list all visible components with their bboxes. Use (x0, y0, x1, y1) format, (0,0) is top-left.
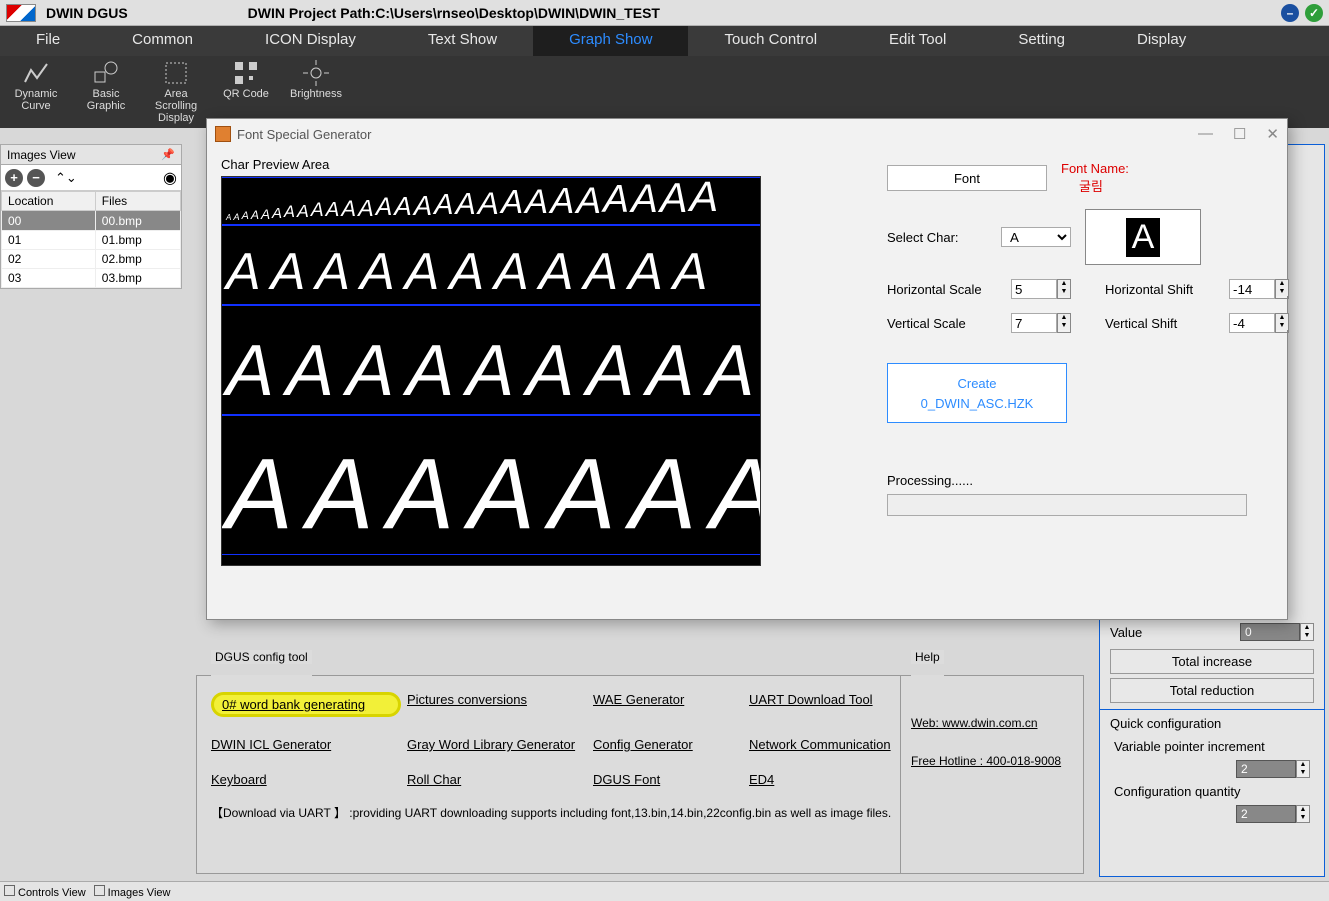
link-keyboard[interactable]: Keyboard (211, 772, 401, 787)
char-sample-box: A (1085, 209, 1201, 265)
main-menu: File Common ICON Display Text Show Graph… (0, 26, 1329, 56)
eye-icon[interactable]: ◉ (163, 168, 177, 188)
total-reduction-button[interactable]: Total reduction (1110, 678, 1314, 703)
vshift-input[interactable] (1229, 313, 1275, 333)
qr-icon (233, 60, 259, 86)
menu-icon-display[interactable]: ICON Display (229, 26, 392, 56)
remove-button[interactable]: − (27, 169, 45, 187)
menu-file[interactable]: File (0, 26, 96, 56)
vp-label: Variable pointer increment (1100, 733, 1324, 760)
font-button[interactable]: Font (887, 165, 1047, 191)
vp-input[interactable] (1236, 760, 1296, 778)
tool-basic-graphic[interactable]: Basic Graphic (78, 60, 134, 112)
download-note: 【Download via UART 】 :providing UART dow… (211, 805, 919, 822)
link-gray-word[interactable]: Gray Word Library Generator (407, 737, 587, 752)
config-tool-group: DGUS config tool 0# word bank generating… (196, 668, 934, 874)
tool-dynamic-curve[interactable]: Dynamic Curve (8, 60, 64, 112)
tool-brightness[interactable]: Brightness (288, 60, 344, 100)
config-tool-title: DGUS config tool (211, 650, 312, 664)
table-row[interactable]: 0000.bmp (2, 211, 181, 231)
col-location: Location (2, 192, 96, 211)
help-hotline-link[interactable]: Free Hotline : 400-018-9008 (911, 754, 1073, 768)
link-uart-dl[interactable]: UART Download Tool (749, 692, 919, 717)
help-web-link[interactable]: Web: www.dwin.com.cn (911, 716, 1073, 730)
cq-input[interactable] (1236, 805, 1296, 823)
vscale-label: Vertical Scale (887, 316, 997, 331)
vshift-label: Vertical Shift (1105, 316, 1215, 331)
link-config-gen[interactable]: Config Generator (593, 737, 743, 752)
images-table: LocationFiles 0000.bmp 0101.bmp 0202.bmp… (1, 191, 181, 288)
table-row[interactable]: 0101.bmp (2, 231, 181, 250)
dialog-icon (215, 126, 231, 142)
controls-view-checkbox[interactable] (4, 885, 15, 896)
pin-icon[interactable]: 📌 (161, 148, 175, 161)
hscale-input[interactable] (1011, 279, 1057, 299)
images-view-title: Images View (7, 148, 75, 162)
app-title: DWIN DGUS (46, 5, 128, 21)
dialog-close-icon[interactable]: ✕ (1266, 125, 1279, 143)
hshift-label: Horizontal Shift (1105, 282, 1215, 297)
vscale-input[interactable] (1011, 313, 1057, 333)
menu-touch-control[interactable]: Touch Control (688, 26, 853, 56)
link-ed4[interactable]: ED4 (749, 772, 919, 787)
table-row[interactable]: 0202.bmp (2, 250, 181, 269)
menu-edit-tool[interactable]: Edit Tool (853, 26, 982, 56)
processing-label: Processing...... (887, 473, 1289, 488)
font-generator-dialog: Font Special Generator — ☐ ✕ Char Previe… (206, 118, 1288, 620)
hscale-label: Horizontal Scale (887, 282, 997, 297)
tool-area-scrolling[interactable]: Area Scrolling Display (148, 60, 204, 124)
link-icl-gen[interactable]: DWIN ICL Generator (211, 737, 401, 752)
select-char-label: Select Char: (887, 230, 987, 245)
menu-display[interactable]: Display (1101, 26, 1222, 56)
up-down-icon[interactable]: ⌃⌄ (55, 170, 77, 186)
font-name-label: Font Name: (1061, 161, 1129, 176)
link-network[interactable]: Network Communication (749, 737, 919, 752)
help-title: Help (911, 650, 944, 664)
table-row[interactable]: 0303.bmp (2, 269, 181, 288)
add-button[interactable]: + (5, 169, 23, 187)
project-path: DWIN Project Path:C:\Users\rnseo\Desktop… (248, 5, 660, 21)
dialog-title: Font Special Generator (237, 127, 371, 142)
minimize-icon[interactable]: – (1281, 4, 1299, 22)
link-word-bank[interactable]: 0# word bank generating (222, 697, 365, 712)
shapes-icon (93, 60, 119, 86)
tool-qr-code[interactable]: QR Code (218, 60, 274, 100)
app-logo-icon (6, 4, 36, 22)
cq-label: Configuration quantity (1100, 778, 1324, 805)
select-char-dropdown[interactable]: A (1001, 227, 1071, 247)
col-files: Files (95, 192, 180, 211)
menu-setting[interactable]: Setting (982, 26, 1101, 56)
value-label: Value (1110, 625, 1142, 640)
menu-common[interactable]: Common (96, 26, 229, 56)
status-bar: Controls View Images View (0, 881, 1329, 901)
hshift-input[interactable] (1229, 279, 1275, 299)
maximize-icon[interactable]: ✓ (1305, 4, 1323, 22)
dialog-maximize-icon[interactable]: ☐ (1233, 125, 1246, 143)
curve-icon (23, 60, 49, 86)
link-dgus-font[interactable]: DGUS Font (593, 772, 743, 787)
menu-text-show[interactable]: Text Show (392, 26, 533, 56)
create-button[interactable]: Create 0_DWIN_ASC.HZK (887, 363, 1067, 423)
help-group: Help Web: www.dwin.com.cn Free Hotline :… (900, 668, 1084, 874)
link-roll-char[interactable]: Roll Char (407, 772, 587, 787)
scroll-icon (163, 60, 189, 86)
value-input[interactable] (1240, 623, 1300, 641)
char-preview-area: AAAAAAAAAAAAAAAAAAAAAAAAAA AAAAAAAAAAA A… (221, 176, 761, 566)
link-pictures-conv[interactable]: Pictures conversions (407, 692, 587, 717)
progress-bar (887, 494, 1247, 516)
link-wae-gen[interactable]: WAE Generator (593, 692, 743, 717)
images-view-checkbox[interactable] (94, 885, 105, 896)
images-view-panel: Images View 📌 + − ⌃⌄ ◉ LocationFiles 0000… (0, 144, 182, 289)
preview-label: Char Preview Area (221, 157, 861, 172)
dialog-minimize-icon[interactable]: — (1198, 125, 1213, 143)
total-increase-button[interactable]: Total increase (1110, 649, 1314, 674)
menu-graph-show[interactable]: Graph Show (533, 26, 688, 56)
sun-icon (303, 60, 329, 86)
quick-config-title: Quick configuration (1100, 714, 1324, 733)
font-name-value: 굴림 (1079, 176, 1129, 195)
title-bar: DWIN DGUS DWIN Project Path:C:\Users\rns… (0, 0, 1329, 26)
